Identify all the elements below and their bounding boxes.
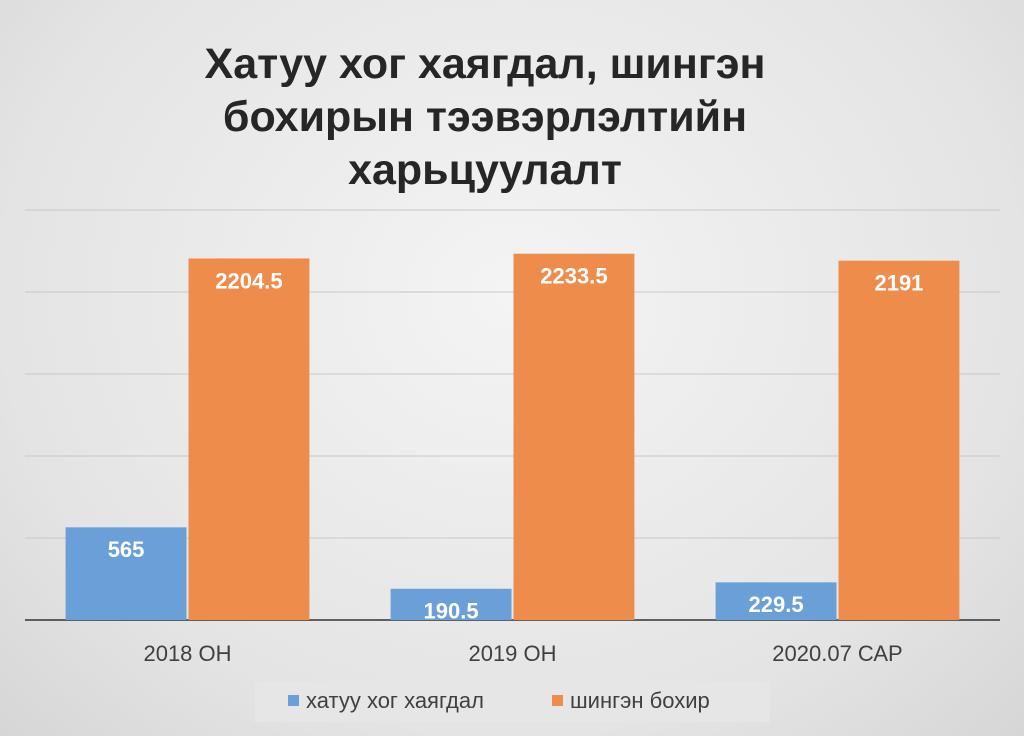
data-label: 2191: [874, 270, 923, 295]
bar: [715, 582, 837, 620]
bar: [838, 260, 960, 620]
chart-title: Хатуу хог хаягдал, шингэн бохирын тээвэр…: [204, 40, 766, 194]
bar: [188, 258, 310, 620]
bar: [390, 588, 512, 620]
x-tick-label: 2018 ОН: [143, 641, 231, 666]
legend-label: шингэн бохир: [570, 688, 710, 713]
bar: [65, 527, 187, 620]
data-label: 2233.5: [540, 264, 607, 289]
legend-box: [255, 682, 770, 722]
x-tick-label: 2019 ОН: [468, 641, 556, 666]
x-tick-label: 2020.07 САР: [772, 641, 902, 666]
bar: [513, 253, 635, 620]
legend-swatch: [552, 695, 563, 706]
data-label: 190.5: [424, 599, 479, 624]
data-label: 229.5: [749, 592, 804, 617]
data-label: 2204.5: [215, 268, 282, 293]
legend-swatch: [288, 695, 299, 706]
data-label: 565: [108, 537, 145, 562]
legend-label: хатуу хог хаягдал: [306, 688, 484, 713]
